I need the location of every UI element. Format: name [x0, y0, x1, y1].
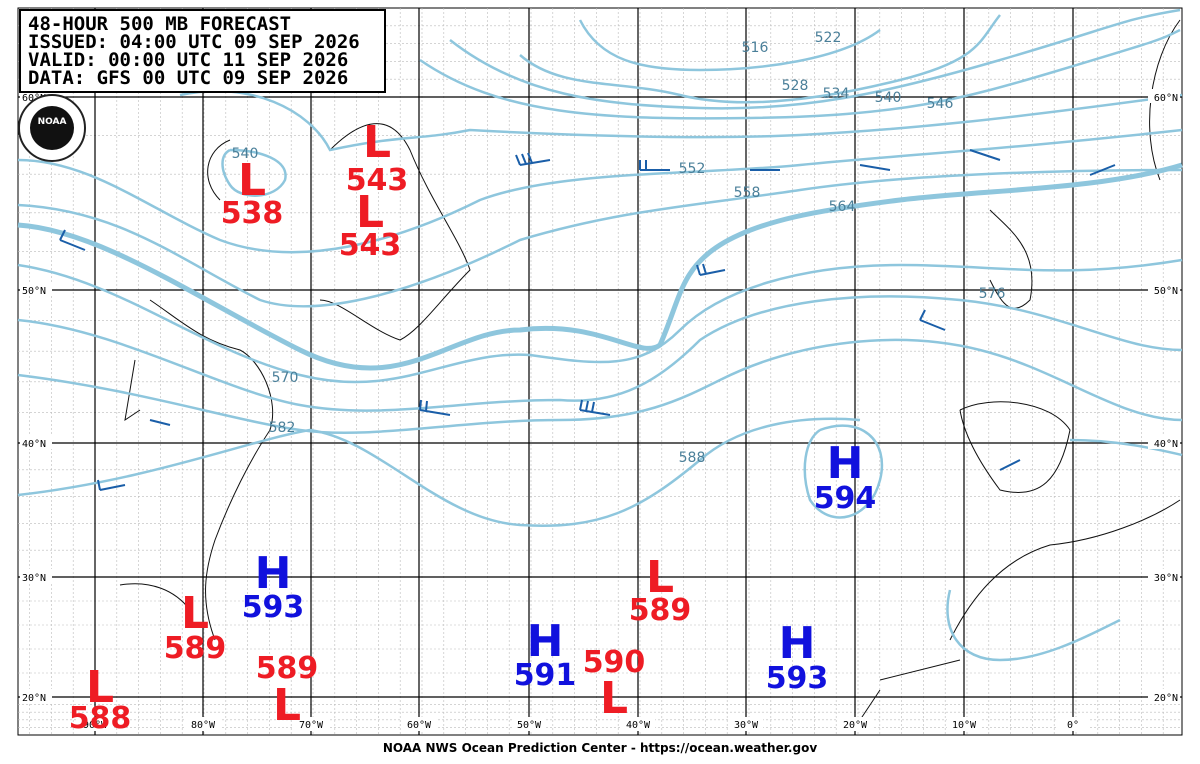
center-value: 591 [514, 658, 577, 693]
lon-label-box [402, 717, 436, 731]
center-letter: L [600, 673, 628, 724]
lon-label: 30°W [734, 720, 759, 731]
lat-label-box [1148, 89, 1180, 103]
contour-label: 588 [679, 450, 706, 466]
lat-label-box [20, 435, 52, 449]
labels: 60°N 60°N 50°N 50°N 40°N 40°N 30°N 30°N 20°N 20°N… [20, 30, 1180, 736]
lat-label: 50°N [1154, 286, 1178, 297]
lon-label: 90°W [83, 720, 108, 731]
logo-disc [30, 106, 74, 150]
lat-label: 40°N [1154, 439, 1178, 450]
lat-label: 30°N [1154, 573, 1178, 584]
contours [17, 8, 1183, 662]
center-letter: H [827, 438, 864, 489]
lon-label: 10°W [952, 720, 977, 731]
lat-label: 20°N [22, 693, 46, 704]
center-value: 593 [766, 661, 829, 696]
header-line: DATA: GFS 00 UTC 09 SEP 2026 [28, 67, 348, 89]
contour-label: 558 [734, 185, 761, 201]
lat-label-box [1148, 569, 1180, 583]
lon-label-box [947, 717, 981, 731]
center-value: 543 [346, 163, 409, 198]
center-value: 594 [814, 481, 877, 516]
logo: NOAA [18, 94, 86, 162]
lat-label: 20°N [1154, 693, 1178, 704]
contour-label: 528 [782, 78, 809, 94]
center-letter: H [527, 616, 564, 667]
lat-label-box [1148, 282, 1180, 296]
lon-label: 60°W [407, 720, 432, 731]
lat-label: 60°N [1154, 93, 1178, 104]
lat-label: 30°N [22, 573, 46, 584]
lon-label-box [729, 717, 763, 731]
lon-label-box [838, 717, 872, 731]
lat-label-box [20, 282, 52, 296]
contour-label: 540 [875, 90, 902, 106]
center-value: 593 [242, 590, 305, 625]
center-value: 589 [629, 593, 692, 628]
lon-label-box [621, 717, 655, 731]
lon-label-box [512, 717, 546, 731]
footer: NOAA NWS Ocean Prediction Center - https… [383, 741, 817, 755]
center-value: 589 [256, 651, 319, 686]
center-value: 538 [221, 196, 284, 231]
lon-label: 20°W [843, 720, 868, 731]
center-letter: H [255, 548, 292, 599]
center-letter: L [86, 662, 114, 713]
center-letter: L [273, 680, 301, 731]
contour-label: 522 [815, 30, 842, 46]
lon-label-box [294, 717, 328, 731]
header-box [19, 9, 386, 93]
header-line: ISSUED: 04:00 UTC 09 SEP 2026 [28, 31, 360, 53]
contour-label: 534 [823, 86, 850, 102]
center-letter: L [646, 552, 674, 603]
center-letter: L [238, 155, 266, 206]
lon-label: 80°W [191, 720, 216, 731]
lat-label: 40°N [22, 439, 46, 450]
map-frame [17, 7, 1183, 736]
center-letter: H [779, 618, 816, 669]
contour-label: 564 [829, 199, 856, 215]
coastlines [119, 19, 1181, 721]
center-value: 588 [69, 701, 132, 736]
center-letter: L [363, 117, 391, 168]
center-value: 543 [339, 228, 402, 263]
logo-text: NOAA [38, 117, 67, 127]
contour-label: 576 [979, 286, 1006, 302]
lat-label-box [20, 569, 52, 583]
contour-label: 552 [679, 161, 706, 177]
contour-label: 570 [272, 370, 299, 386]
lat-label-box [1148, 689, 1180, 703]
lat-label-box [20, 689, 52, 703]
lon-label-box [186, 717, 220, 731]
lon-label-box [78, 717, 112, 731]
contour-label: 582 [269, 420, 296, 436]
lat-label-box [1148, 435, 1180, 449]
header-line: 48-HOUR 500 MB FORECAST [28, 13, 291, 35]
contour-label: 516 [742, 40, 769, 56]
lon-label: 40°W [626, 720, 651, 731]
header-line: VALID: 00:00 UTC 11 SEP 2026 [28, 49, 348, 71]
lon-label: 50°W [517, 720, 542, 731]
lat-label: 50°N [22, 286, 46, 297]
center-letter: L [181, 588, 209, 639]
lon-label-box [1056, 717, 1090, 731]
contour-label: 540 [232, 146, 259, 162]
lat-label: 60°N [22, 93, 46, 104]
lon-label: 70°W [299, 720, 324, 731]
center-value: 590 [583, 645, 646, 680]
center-letter: L [356, 187, 384, 238]
center-value: 589 [164, 631, 227, 666]
lon-label: 0° [1067, 720, 1079, 731]
contour-label: 546 [927, 96, 954, 112]
wind-barbs [59, 149, 1116, 491]
